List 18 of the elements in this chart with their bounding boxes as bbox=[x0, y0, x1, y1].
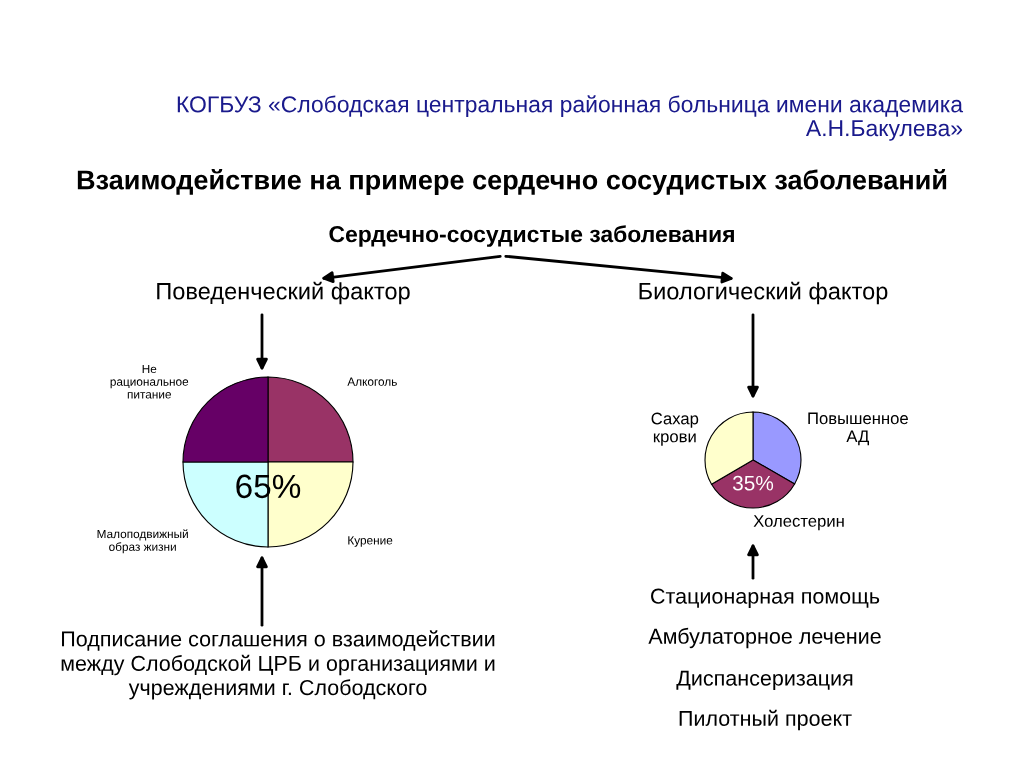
text: Амбулаторное лечение bbox=[648, 627, 881, 649]
slice-label: Сахар крови bbox=[651, 412, 699, 446]
slice-label: Холестерин bbox=[753, 515, 844, 531]
slice-label: Алкоголь bbox=[347, 377, 397, 386]
text: Пилотный проект bbox=[679, 709, 852, 731]
text: 35% bbox=[732, 475, 774, 491]
slice-label: Не рациональное питание bbox=[110, 364, 189, 399]
text: Диспансеризация bbox=[676, 670, 853, 691]
slice-label: Повышенное АД bbox=[808, 412, 908, 446]
chart-title: Биологический фактор bbox=[639, 281, 888, 305]
chart-title: Поведенческий фактор bbox=[157, 281, 410, 305]
text: Стационарная помощь bbox=[651, 588, 880, 609]
text: КОГБУЗ «Слободская центральная районная больница имени академика А.Н.Бакулева» bbox=[177, 95, 964, 141]
text: Взаимодействие на примере сердечно сосудистых заболеваний bbox=[77, 169, 947, 195]
slice-label: Малоподвижный образ жизни bbox=[97, 529, 188, 554]
slice-label: Курение bbox=[348, 536, 393, 547]
text: Подписание соглашения о взаимодействии между Слободской ЦРБ и организациями и учреждениями г. Слободского bbox=[61, 630, 495, 700]
text: Сердечно-сосудистые заболевания bbox=[329, 225, 734, 247]
